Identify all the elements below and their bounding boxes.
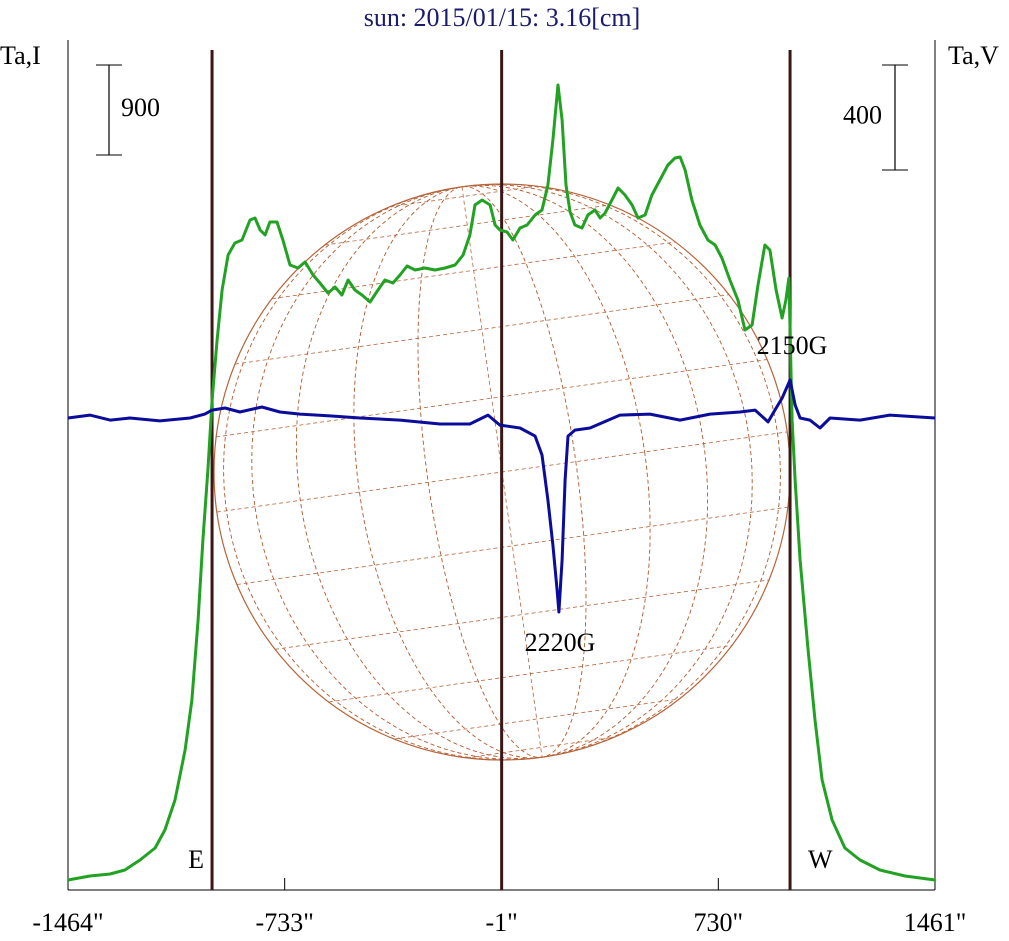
graticule — [216, 183, 788, 761]
parallel — [394, 698, 680, 740]
chart-title: sun: 2015/01/15: 3.16[cm] — [364, 3, 641, 32]
marker-label: W — [808, 845, 833, 874]
x-tick-label: 730" — [694, 908, 744, 937]
parallel — [328, 644, 733, 703]
y2-axis-label: Ta,V — [948, 41, 999, 70]
parallel — [274, 579, 770, 650]
parallel — [271, 241, 676, 300]
parallel — [236, 506, 788, 585]
annotation: 2150G — [757, 331, 828, 360]
series-line — [67, 378, 936, 614]
x-tick-label: -1464" — [32, 908, 103, 937]
annotation: 2220G — [525, 628, 596, 657]
solar-disk — [213, 183, 791, 761]
parallel — [389, 185, 538, 208]
series-line — [67, 83, 936, 882]
x-tick-label: -733" — [256, 908, 314, 937]
scale-bar-label: 900 — [121, 93, 160, 122]
parallel — [324, 204, 610, 246]
parallel — [234, 294, 730, 365]
x-tick-label: 1461" — [904, 908, 967, 937]
x-tick-label: -1" — [486, 908, 518, 937]
parallel — [216, 359, 768, 438]
marker-label: E — [188, 845, 204, 874]
y-axis-label: Ta,I — [0, 41, 41, 70]
scale-bar-label: 400 — [843, 100, 882, 129]
parallel — [466, 736, 615, 759]
